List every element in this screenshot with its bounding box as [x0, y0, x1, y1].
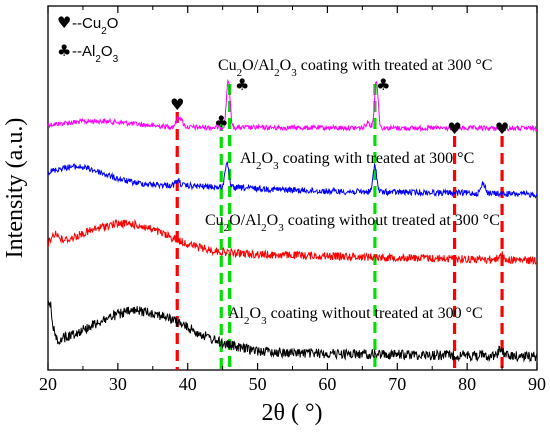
club-marker-icon: ♣: [376, 75, 390, 94]
x-tick-label: 60: [318, 374, 336, 394]
curve-label-part: 3: [278, 222, 284, 234]
curve-label-part: 3: [291, 67, 297, 79]
curve-label-part: coating with treated at 300 °C: [297, 57, 493, 74]
peak-markers: ♥ ♣ ♣ ♣ ♥ ♥: [170, 75, 509, 138]
heart-marker-icon: ♥: [170, 95, 184, 114]
xrd-curves: [47, 78, 538, 363]
curve-label-part: O/Al: [242, 57, 275, 74]
x-tick-label: 50: [249, 374, 267, 394]
x-tick-label: 20: [39, 374, 57, 394]
curve-label-part: Cu: [205, 212, 224, 229]
legend-heart-icon: ♥: [57, 13, 71, 32]
x-tick-label: 90: [528, 374, 546, 394]
curve-label-part: coating without treated at 300 °C: [284, 212, 500, 229]
heart-marker-icon: ♥: [495, 119, 509, 138]
curve-label-1: Cu2O/Al2O3 coating with treated at 300 °…: [218, 57, 492, 79]
x-tick-label: 40: [179, 374, 197, 394]
curve-label-3: Cu2O/Al2O3 coating without treated at 30…: [205, 212, 500, 234]
curve-label-4: Al2O3 coating without treated at 300 °C: [228, 305, 483, 327]
x-tick-label: 80: [458, 374, 476, 394]
curve-label-part: 2: [261, 222, 267, 234]
curve-label-part: 2: [274, 67, 280, 79]
curve-label-part: Al: [240, 150, 257, 167]
curve-label-part: 2: [244, 315, 250, 327]
curve-label-part: 2: [224, 222, 230, 234]
club-marker-icon: ♣: [235, 75, 249, 94]
curve-label-part: 2: [256, 160, 262, 172]
curve-label-part: O: [267, 212, 279, 229]
x-axis-ticks: 20 30 40 50 60 70 80 90: [39, 6, 546, 394]
legend-club-icon: ♣: [57, 41, 71, 60]
y-axis-title: Intensity (a.u.): [2, 118, 28, 259]
legend-label-1: --Cu2O: [72, 15, 118, 37]
heart-marker-icon: ♥: [447, 119, 461, 138]
xrd-curve-3: [47, 218, 538, 265]
x-axis-title: 2θ( °): [261, 400, 322, 426]
reference-lines: [175, 84, 504, 370]
xrd-curve-4: [47, 300, 538, 363]
curve-label-part: Al: [228, 305, 245, 322]
curve-label-part: O: [280, 57, 292, 74]
curve-label-part: coating with treated at 300 °C: [279, 150, 475, 167]
xrd-curve-1: [47, 78, 538, 133]
curve-label-part: O: [262, 150, 274, 167]
legend-label-2: --Al2O3: [72, 43, 119, 65]
curve-label-part: 3: [273, 160, 279, 172]
x-axis-title-main: 2θ: [261, 400, 285, 426]
x-tick-label: 70: [388, 374, 406, 394]
legend: ♥ --Cu2O♣ --Al2O3: [57, 13, 119, 65]
curve-label-part: 2: [237, 67, 243, 79]
xrd-curve-2: [47, 161, 538, 199]
curve-label-part: 3: [261, 315, 267, 327]
x-tick-label: 30: [109, 374, 127, 394]
curve-labels: Cu2O/Al2O3 coating with treated at 300 °…: [205, 57, 500, 327]
curve-label-part: Cu: [218, 57, 237, 74]
curve-label-part: O: [250, 305, 262, 322]
curve-label-2: Al2O3 coating with treated at 300 °C: [240, 150, 474, 172]
curve-label-part: O/Al: [229, 212, 262, 229]
x-axis-title-unit: ( °): [291, 400, 323, 426]
club-marker-icon: ♣: [214, 112, 228, 131]
curve-label-part: coating without treated at 300 °C: [267, 305, 483, 322]
